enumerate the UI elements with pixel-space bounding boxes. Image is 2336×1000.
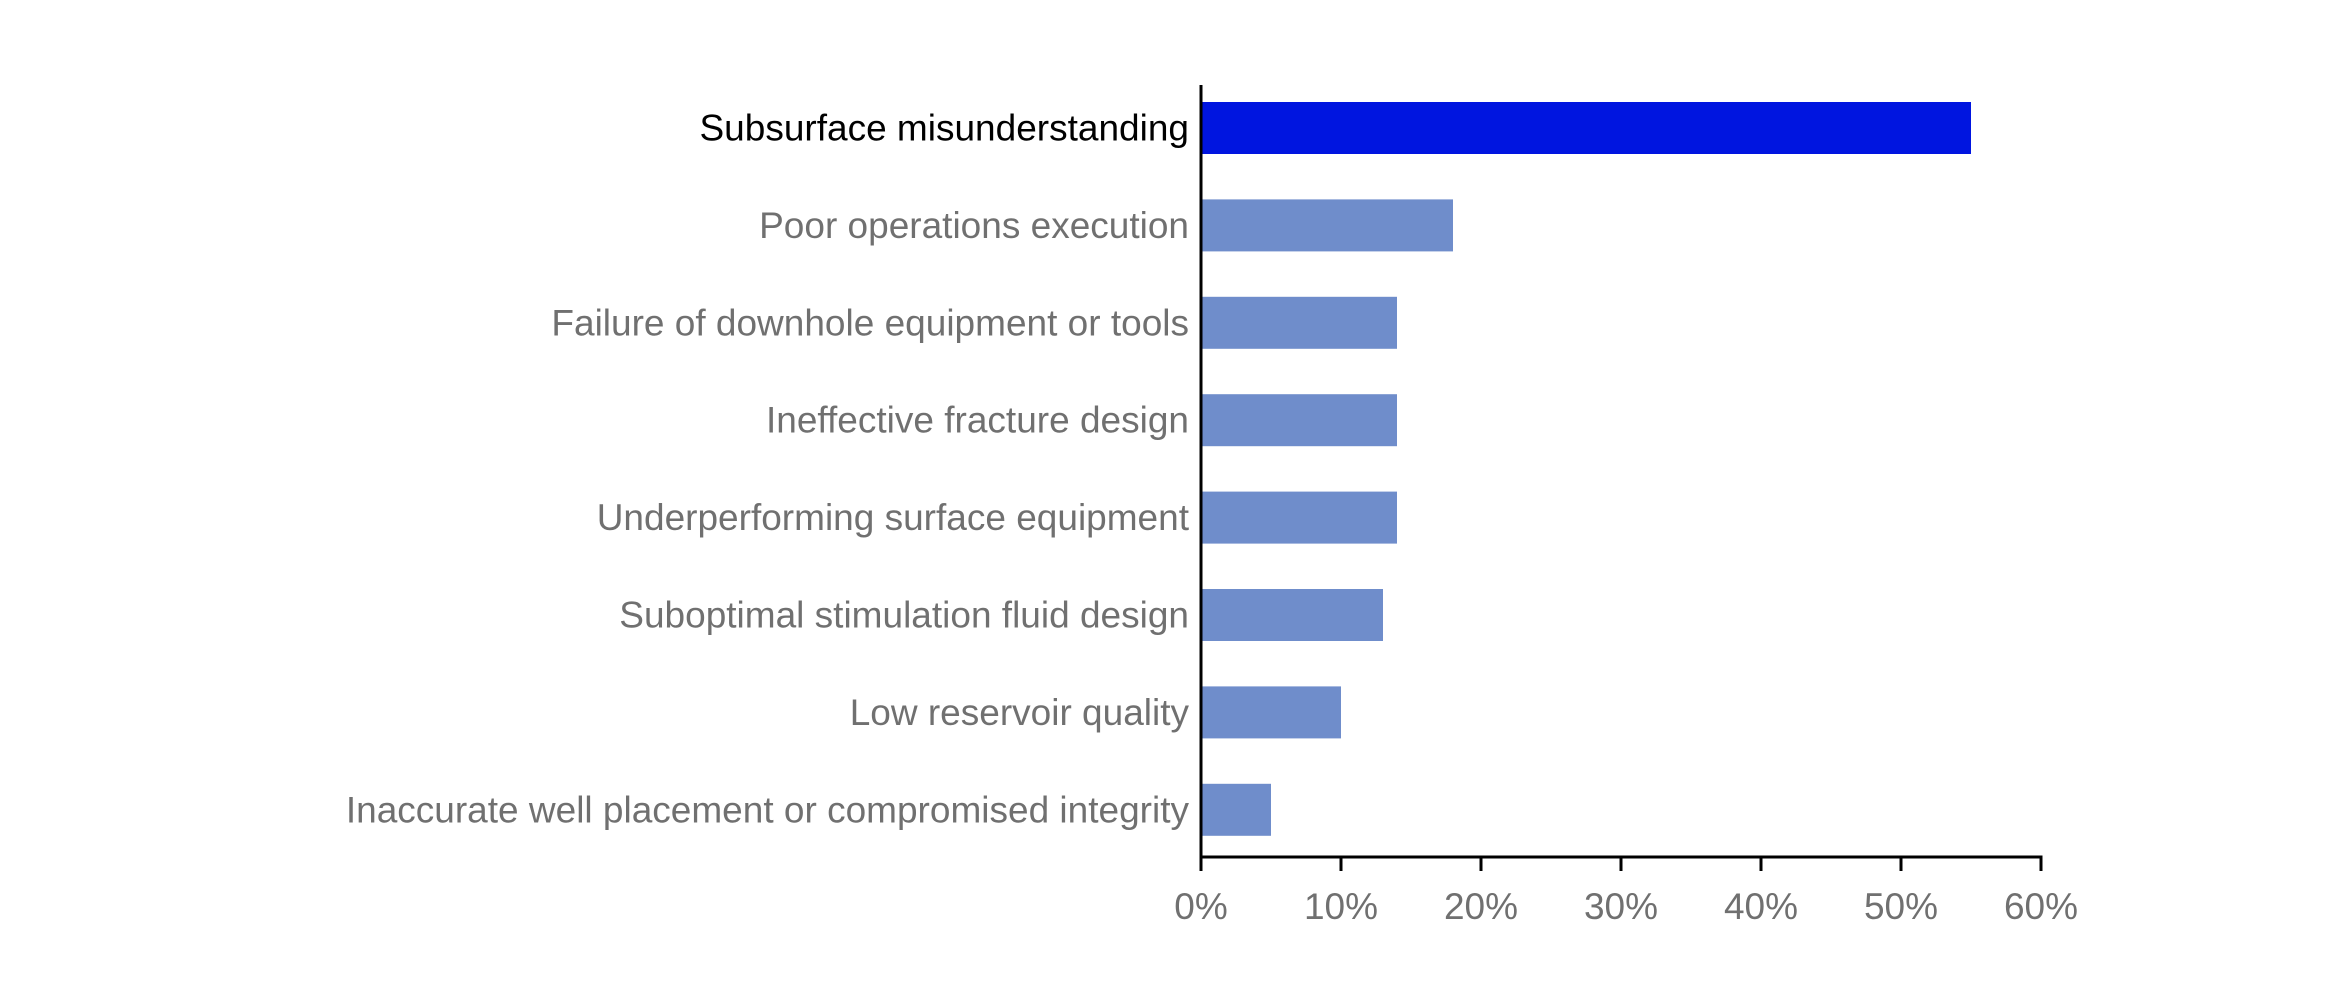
category-label-6: Suboptimal stimulation fluid design	[619, 595, 1189, 636]
category-label-1: Subsurface misunderstanding	[699, 108, 1189, 149]
category-label-5: Underperforming surface equipment	[597, 497, 1190, 538]
category-labels: Subsurface misunderstanding Poor operatio…	[346, 108, 1190, 831]
x-axis: 0% 10% 20% 30% 40% 50% 60%	[1174, 855, 2078, 927]
category-label-4: Ineffective fracture design	[766, 400, 1189, 441]
category-label-2: Poor operations execution	[759, 205, 1189, 246]
x-tick-label-30: 30%	[1584, 886, 1658, 927]
category-label-3: Failure of downhole equipment or tools	[551, 302, 1189, 343]
category-label-8: Inaccurate well placement or compromised…	[346, 789, 1190, 830]
bar-4	[1201, 394, 1397, 447]
x-tick-label-20: 20%	[1444, 886, 1518, 927]
x-tick-label-0: 0%	[1174, 886, 1227, 927]
bar-6	[1201, 589, 1383, 641]
bar-5	[1201, 491, 1397, 544]
x-tick-label-50: 50%	[1864, 886, 1938, 927]
x-tick-label-40: 40%	[1724, 886, 1798, 927]
bar-1	[1201, 102, 1971, 154]
bar-2	[1201, 199, 1453, 252]
x-tick-label-10: 10%	[1304, 886, 1378, 927]
x-tick-label-60: 60%	[2004, 886, 2078, 927]
category-label-7: Low reservoir quality	[850, 692, 1190, 733]
bar-3	[1201, 296, 1397, 349]
bars-group	[1201, 102, 1971, 836]
bar-8	[1201, 783, 1271, 836]
bar-7	[1201, 686, 1341, 739]
